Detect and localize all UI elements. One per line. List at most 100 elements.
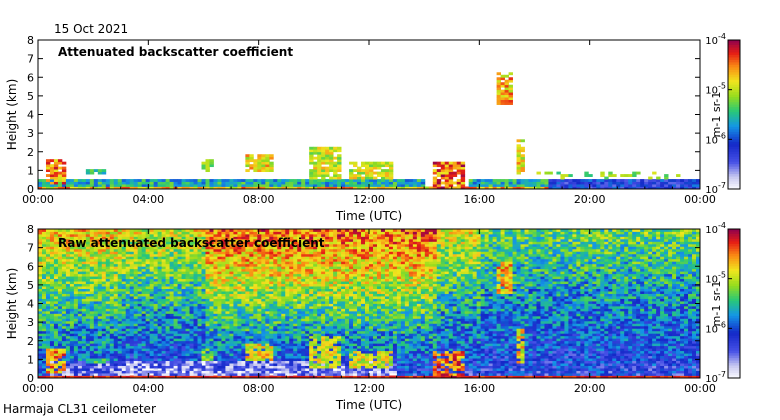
heatmap-cell — [113, 231, 119, 235]
heatmap-cell — [109, 238, 115, 242]
heatmap-cell — [133, 318, 139, 322]
heatmap-cell — [249, 335, 254, 339]
heatmap-cell — [77, 345, 83, 349]
heatmap-cell — [45, 345, 51, 349]
heatmap-cell — [173, 360, 178, 364]
heatmap-cell — [361, 176, 366, 180]
heatmap-cell — [277, 335, 282, 339]
heatmap-cell — [500, 94, 505, 98]
heatmap-cell — [137, 268, 143, 272]
heatmap-cell — [101, 365, 107, 369]
heatmap-cell — [273, 184, 278, 187]
heatmap-cell — [145, 233, 151, 237]
heatmap-cell — [93, 303, 99, 307]
heatmap-cell — [105, 358, 111, 362]
heatmap-cell — [145, 323, 151, 327]
heatmap-cell — [133, 283, 139, 287]
heatmap-cell — [668, 181, 673, 185]
heatmap-cell — [277, 370, 282, 374]
heatmap-cell — [201, 273, 206, 277]
heatmap-cell — [197, 355, 202, 359]
heatmap-cell — [185, 375, 190, 379]
heatmap-cell — [61, 348, 67, 352]
heatmap-cell — [281, 246, 286, 250]
heatmap-cell — [257, 368, 262, 371]
heatmap-cell — [193, 308, 198, 312]
heatmap-cell — [249, 308, 254, 312]
heatmap-cell — [616, 179, 621, 182]
heatmap-cell — [173, 358, 178, 362]
heatmap-cell — [241, 246, 246, 250]
heatmap-cell — [101, 229, 107, 232]
heatmap-cell — [269, 276, 274, 280]
heatmap-cell — [197, 276, 202, 280]
heatmap-cell — [253, 283, 258, 287]
heatmap-cell — [412, 184, 418, 187]
heatmap-cell — [496, 92, 501, 96]
heatmap-cell — [221, 246, 226, 250]
heatmap-cell — [688, 179, 693, 182]
heatmap-cell — [189, 263, 194, 267]
heatmap-cell — [81, 333, 87, 337]
heatmap-cell — [644, 179, 649, 182]
heatmap-cell — [205, 296, 210, 299]
heatmap-cell — [652, 184, 657, 187]
heatmap-cell — [89, 320, 95, 324]
heatmap-cell — [69, 365, 75, 369]
heatmap-cell — [89, 283, 95, 287]
heatmap-cell — [161, 286, 167, 289]
heatmap-cell — [61, 276, 67, 280]
heatmap-cell — [65, 368, 71, 371]
heatmap-cell — [249, 253, 254, 257]
heatmap-cell — [41, 231, 47, 235]
heatmap-cell — [141, 261, 147, 265]
heatmap-cell — [436, 174, 442, 177]
heatmap-cell — [205, 248, 210, 252]
heatmap-cell — [77, 293, 83, 297]
heatmap-cell — [49, 186, 55, 190]
heatmap-cell — [181, 308, 186, 312]
heatmap-cell — [197, 246, 202, 250]
heatmap-cell — [165, 283, 170, 287]
heatmap-cell — [189, 293, 194, 297]
heatmap-cell — [125, 310, 131, 314]
heatmap-cell — [305, 184, 310, 187]
heatmap-cell — [245, 305, 250, 309]
heatmap-cell — [285, 283, 290, 287]
heatmap-cell — [117, 360, 123, 364]
heatmap-cell — [49, 358, 55, 362]
heatmap-cell — [289, 323, 294, 327]
heatmap-cell — [241, 248, 246, 252]
heatmap-cell — [145, 343, 151, 347]
heatmap-cell — [61, 243, 67, 247]
heatmap-cell — [648, 186, 653, 190]
heatmap-cell — [97, 256, 103, 260]
heatmap-cell — [161, 283, 167, 287]
heatmap-cell — [237, 320, 242, 324]
heatmap-cell — [337, 166, 342, 170]
heatmap-cell — [357, 181, 362, 185]
heatmap-cell — [245, 303, 250, 307]
heatmap-cell — [165, 268, 170, 272]
heatmap-cell — [109, 233, 115, 237]
heatmap-cell — [261, 288, 266, 292]
heatmap-cell — [177, 233, 182, 237]
heatmap-cell — [85, 273, 91, 277]
heatmap-cell — [38, 355, 43, 359]
heatmap-cell — [117, 375, 123, 379]
heatmap-cell — [197, 253, 202, 257]
heatmap-cell — [217, 261, 222, 265]
heatmap-cell — [217, 345, 222, 349]
heatmap-cell — [205, 261, 210, 265]
heatmap-cell — [285, 313, 290, 317]
heatmap-cell — [193, 241, 198, 245]
heatmap-cell — [329, 184, 334, 187]
heatmap-cell — [325, 151, 330, 155]
heatmap-cell — [241, 251, 246, 255]
heatmap-cell — [53, 363, 59, 366]
heatmap-cell — [129, 310, 135, 314]
heatmap-cell — [61, 241, 67, 245]
heatmap-cell — [277, 184, 282, 187]
heatmap-cell — [285, 236, 290, 240]
heatmap-cell — [157, 335, 163, 339]
